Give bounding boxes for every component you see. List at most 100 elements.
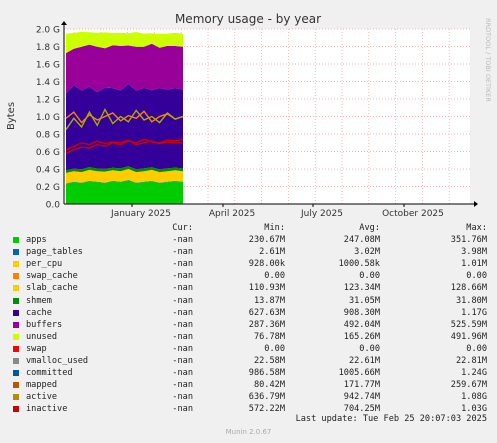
legend-max: 128.66M bbox=[450, 283, 487, 294]
legend-avg: 1005.66M bbox=[338, 368, 380, 379]
legend-swatch bbox=[13, 345, 19, 352]
legend-header: Cur: Min: Avg: Max: bbox=[0, 222, 497, 234]
legend-name: unused bbox=[26, 331, 58, 342]
legend-table: Cur: Min: Avg: Max: apps -nan 230.67M 247.0… bbox=[0, 222, 497, 416]
y-tick-label: 2.0 G bbox=[36, 26, 60, 36]
y-axis-arrow bbox=[61, 21, 67, 25]
legend-cur: -nan bbox=[172, 392, 193, 403]
legend-swatch bbox=[13, 285, 19, 292]
legend-max: 525.59M bbox=[450, 319, 487, 330]
legend-avg: 1000.58k bbox=[338, 259, 380, 270]
legend-swatch bbox=[13, 261, 19, 268]
legend-row-per-cpu: per_cpu -nan 928.00k 1000.58k 1.01M bbox=[0, 258, 497, 270]
legend-cur: -nan bbox=[172, 247, 193, 258]
y-axis-label: Bytes bbox=[6, 102, 17, 130]
legend-max: 259.67M bbox=[450, 380, 487, 391]
legend-name: active bbox=[26, 392, 58, 403]
legend-header-max: Max: bbox=[466, 223, 487, 233]
legend-swatch bbox=[13, 333, 19, 340]
y-tick-label: 0.2 G bbox=[36, 183, 60, 193]
legend-name: swap bbox=[26, 343, 47, 354]
legend-min: 76.78M bbox=[253, 331, 285, 342]
legend-row-inactive: inactive -nan 572.22M 704.25M 1.03G bbox=[0, 403, 497, 415]
legend-max: 0.00 bbox=[466, 271, 487, 282]
legend-name: cache bbox=[26, 307, 52, 318]
legend-row-swap: swap -nan 0.00 0.00 0.00 bbox=[0, 343, 497, 355]
legend-max: 1.03G bbox=[461, 404, 487, 415]
legend-avg: 704.25M bbox=[343, 404, 380, 415]
legend-row-active: active -nan 636.79M 942.74M 1.08G bbox=[0, 391, 497, 403]
legend-avg: 0.00 bbox=[359, 343, 380, 354]
legend-min: 2.61M bbox=[259, 247, 285, 258]
legend-swatch bbox=[13, 237, 19, 244]
legend-row-buffers: buffers -nan 287.36M 492.04M 525.59M bbox=[0, 319, 497, 331]
legend-max: 1.24G bbox=[461, 368, 487, 379]
legend-row-vmalloc-used: vmalloc_used -nan 22.58M 22.61M 22.81M bbox=[0, 355, 497, 367]
y-tick-label: 1.0 G bbox=[36, 113, 60, 123]
legend-header-cur: Cur: bbox=[172, 223, 193, 233]
legend-name: apps bbox=[26, 235, 47, 246]
area-cache bbox=[66, 84, 183, 171]
legend-cur: -nan bbox=[172, 343, 193, 354]
legend-avg: 492.04M bbox=[343, 319, 380, 330]
legend-name: committed bbox=[26, 368, 73, 379]
legend-name: mapped bbox=[26, 380, 58, 391]
chart-title: Memory usage - by year bbox=[175, 12, 321, 26]
legend-min: 80.42M bbox=[253, 380, 285, 391]
x-tick-label: April 2025 bbox=[209, 209, 255, 219]
y-tick-label: 0.6 G bbox=[36, 148, 60, 158]
legend-max: 1.08G bbox=[461, 392, 487, 403]
legend-swatch bbox=[13, 358, 19, 365]
legend-avg: 171.77M bbox=[343, 380, 380, 391]
legend-cur: -nan bbox=[172, 331, 193, 342]
legend-cur: -nan bbox=[172, 368, 193, 379]
legend-min: 928.00k bbox=[248, 259, 285, 270]
legend-max: 491.96M bbox=[450, 331, 487, 342]
legend-avg: 165.26M bbox=[343, 331, 380, 342]
area-unused bbox=[66, 31, 183, 54]
legend-avg: 31.05M bbox=[348, 295, 380, 306]
last-update: Last update: Tue Feb 25 20:07:03 2025 bbox=[295, 414, 487, 424]
legend-row-slab-cache: slab_cache -nan 110.93M 123.34M 128.66M bbox=[0, 282, 497, 294]
legend-cur: -nan bbox=[172, 380, 193, 391]
legend-min: 287.36M bbox=[248, 319, 285, 330]
legend-name: vmalloc_used bbox=[26, 356, 89, 367]
legend-cur: -nan bbox=[172, 295, 193, 306]
legend-max: 31.80M bbox=[455, 295, 487, 306]
legend-min: 572.22M bbox=[248, 404, 285, 415]
legend-name: per_cpu bbox=[26, 259, 63, 270]
area-slab_cache bbox=[66, 169, 183, 184]
legend-avg: 247.08M bbox=[343, 235, 380, 246]
legend-avg: 22.61M bbox=[348, 356, 380, 367]
area-apps bbox=[66, 180, 183, 204]
y-tick-label: 1.6 G bbox=[36, 61, 60, 71]
legend-max: 351.76M bbox=[450, 235, 487, 246]
legend-row-committed: committed -nan 986.58M 1005.66M 1.24G bbox=[0, 367, 497, 379]
x-axis-arrow bbox=[474, 201, 478, 207]
legend-swatch bbox=[13, 406, 19, 413]
legend-min: 627.63M bbox=[248, 307, 285, 318]
y-tick-label: 0.0 bbox=[46, 201, 61, 211]
legend-name: page_tables bbox=[26, 247, 83, 258]
legend-name: buffers bbox=[26, 319, 63, 330]
legend-cur: -nan bbox=[172, 404, 193, 415]
legend-name: slab_cache bbox=[26, 283, 78, 294]
memory-chart: 0.0 0.2 G 0.4 G 0.6 G 0.8 G 1.0 G 1.2 G 1.4 G 1.… bbox=[6, 12, 492, 219]
munin-version: Munin 2.0.67 bbox=[225, 428, 272, 436]
y-tick-label: 0.8 G bbox=[36, 131, 60, 141]
y-tick-label: 0.4 G bbox=[36, 166, 60, 176]
y-tick-label: 1.2 G bbox=[36, 96, 60, 106]
legend-max: 1.01M bbox=[461, 259, 487, 270]
legend-row-apps: apps -nan 230.67M 247.08M 351.76M bbox=[0, 234, 497, 246]
legend-max: 0.00 bbox=[466, 343, 487, 354]
area-buffers bbox=[66, 43, 183, 94]
legend-name: shmem bbox=[26, 295, 52, 306]
legend-header-min: Min: bbox=[264, 223, 285, 233]
legend-row-unused: unused -nan 76.78M 165.26M 491.96M bbox=[0, 331, 497, 343]
rrdtool-credit: RRDTOOL / TOBI OETIKER bbox=[484, 18, 492, 102]
legend-swatch bbox=[13, 382, 19, 389]
legend-avg: 942.74M bbox=[343, 392, 380, 403]
x-tick-label: July 2025 bbox=[300, 209, 343, 219]
x-tick-label: October 2025 bbox=[382, 209, 444, 219]
legend-row-shmem: shmem -nan 13.87M 31.05M 31.80M bbox=[0, 295, 497, 307]
